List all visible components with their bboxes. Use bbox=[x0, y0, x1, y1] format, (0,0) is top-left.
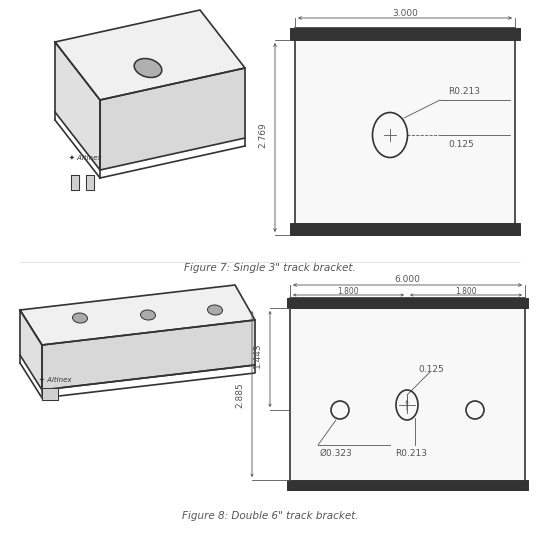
Polygon shape bbox=[42, 320, 255, 390]
Ellipse shape bbox=[72, 313, 87, 323]
Polygon shape bbox=[42, 388, 58, 400]
Text: R0.213: R0.213 bbox=[395, 449, 427, 458]
Polygon shape bbox=[100, 68, 245, 170]
Text: 1.800: 1.800 bbox=[337, 287, 359, 295]
Text: 1.443: 1.443 bbox=[253, 342, 261, 368]
Text: Figure 8: Double 6" track bracket.: Figure 8: Double 6" track bracket. bbox=[181, 511, 359, 521]
Text: 2.885: 2.885 bbox=[235, 382, 245, 408]
Polygon shape bbox=[71, 175, 79, 190]
Polygon shape bbox=[20, 310, 42, 390]
Text: 0.125: 0.125 bbox=[448, 140, 474, 149]
Text: 2.769: 2.769 bbox=[259, 122, 267, 148]
Polygon shape bbox=[290, 223, 520, 235]
Text: Ø0.323: Ø0.323 bbox=[320, 449, 353, 458]
Text: ✦ Altinex: ✦ Altinex bbox=[69, 155, 102, 161]
Polygon shape bbox=[287, 480, 528, 490]
Polygon shape bbox=[287, 298, 528, 308]
Text: Figure 7: Single 3" track bracket.: Figure 7: Single 3" track bracket. bbox=[184, 263, 356, 273]
Polygon shape bbox=[20, 285, 255, 345]
Polygon shape bbox=[290, 298, 525, 490]
Ellipse shape bbox=[136, 60, 161, 76]
Ellipse shape bbox=[207, 305, 222, 315]
Text: 1.800: 1.800 bbox=[455, 287, 477, 295]
Polygon shape bbox=[86, 175, 94, 190]
Polygon shape bbox=[55, 10, 245, 100]
Polygon shape bbox=[55, 42, 100, 170]
Text: R0.213: R0.213 bbox=[448, 87, 480, 96]
Ellipse shape bbox=[140, 310, 156, 320]
Text: 6.000: 6.000 bbox=[394, 275, 420, 285]
Polygon shape bbox=[290, 28, 520, 40]
Text: ✦ Altinex: ✦ Altinex bbox=[39, 377, 71, 383]
Polygon shape bbox=[295, 28, 515, 235]
Text: 3.000: 3.000 bbox=[392, 10, 418, 18]
Text: 0.125: 0.125 bbox=[418, 365, 444, 374]
